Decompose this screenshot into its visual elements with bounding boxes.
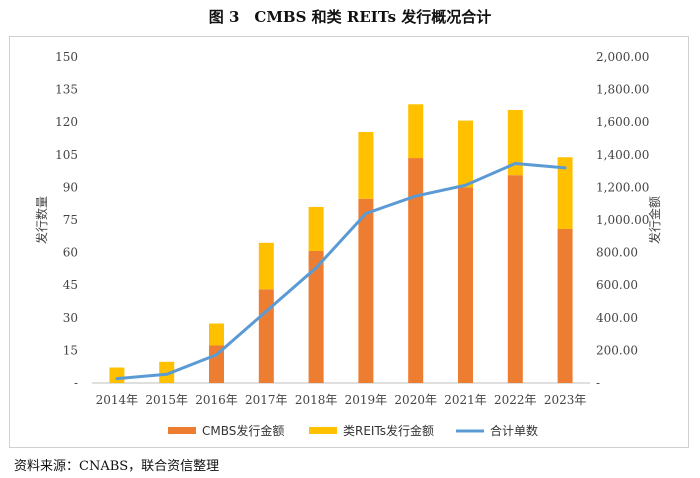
bar-reits (109, 367, 125, 383)
x-tick-label: 2018年 (295, 393, 338, 407)
y-right-tick-label: 800.00 (596, 246, 638, 260)
legend-label-line: 合计单数 (490, 423, 538, 438)
y-left-tick-label: 15 (63, 343, 78, 357)
y-left-tick-label: 75 (63, 213, 78, 227)
bar-cmbs (408, 158, 424, 383)
x-tick-label: 2023年 (544, 393, 587, 407)
y-right-tick-label: 1,800.00 (596, 83, 649, 97)
line-total-count (115, 161, 567, 381)
y-right-tick-label: 1,000.00 (596, 213, 649, 227)
y-left-tick-label: 105 (55, 148, 78, 162)
y-right-tick-label: - (596, 376, 600, 390)
bar-cmbs (308, 250, 324, 383)
bar-reits (458, 120, 473, 188)
bar-reits (358, 131, 374, 199)
bar-cmbs (557, 228, 573, 383)
y-right-tick-label: 400.00 (596, 311, 638, 325)
y-right-tick-label: 2,000.00 (596, 50, 649, 64)
x-tick-label: 2014年 (96, 393, 139, 407)
x-tick-label: 2019年 (345, 393, 388, 407)
x-tick-label: 2021年 (444, 393, 487, 407)
y-left-axis-title: 发行数量 (34, 196, 49, 244)
y-left-tick-label: 90 (63, 180, 78, 194)
y-right-tick-label: 1,600.00 (596, 115, 649, 129)
bar-reits (159, 361, 175, 383)
bar-reits (209, 323, 224, 346)
y-left-tick-label: 60 (63, 246, 78, 260)
y-right-tick-label: 1,200.00 (596, 180, 649, 194)
bar-cmbs (358, 198, 374, 383)
y-left-tick-label: 135 (55, 83, 78, 97)
bar-reits (308, 206, 324, 251)
chart-frame (9, 36, 689, 448)
legend-swatch-reits (309, 427, 337, 434)
x-tick-label: 2015年 (145, 393, 188, 407)
y-right-tick-label: 1,400.00 (596, 148, 649, 162)
legend-swatch-cmbs (168, 427, 196, 434)
bar-reits (408, 104, 424, 159)
bar-cmbs (458, 187, 473, 383)
y-left-tick-label: 150 (55, 50, 78, 64)
x-tick-label: 2022年 (494, 393, 537, 407)
bar-reits (557, 157, 573, 229)
bar-cmbs (258, 289, 274, 383)
x-tick-label: 2017年 (245, 393, 288, 407)
figure-title: 图 3 CMBS 和类 REITs 发行概况合计 (208, 8, 492, 26)
x-tick-label: 2016年 (195, 393, 238, 407)
bar-reits (507, 109, 523, 176)
y-left-tick-label: 45 (63, 278, 78, 292)
y-left-tick-label: - (74, 376, 78, 390)
x-tick-label: 2020年 (394, 393, 437, 407)
y-right-axis-title: 发行金额 (647, 196, 662, 244)
y-left-tick-label: 120 (55, 115, 78, 129)
legend-label-reits: 类REITs发行金额 (343, 423, 434, 438)
bar-cmbs (507, 175, 523, 383)
y-left-tick-label: 30 (63, 311, 78, 325)
bar-reits (258, 242, 274, 290)
source-note: 资料来源：CNABS，联合资信整理 (14, 459, 220, 474)
y-right-tick-label: 200.00 (596, 343, 638, 357)
y-right-tick-label: 600.00 (596, 278, 638, 292)
legend-label-cmbs: CMBS发行金额 (202, 423, 284, 438)
